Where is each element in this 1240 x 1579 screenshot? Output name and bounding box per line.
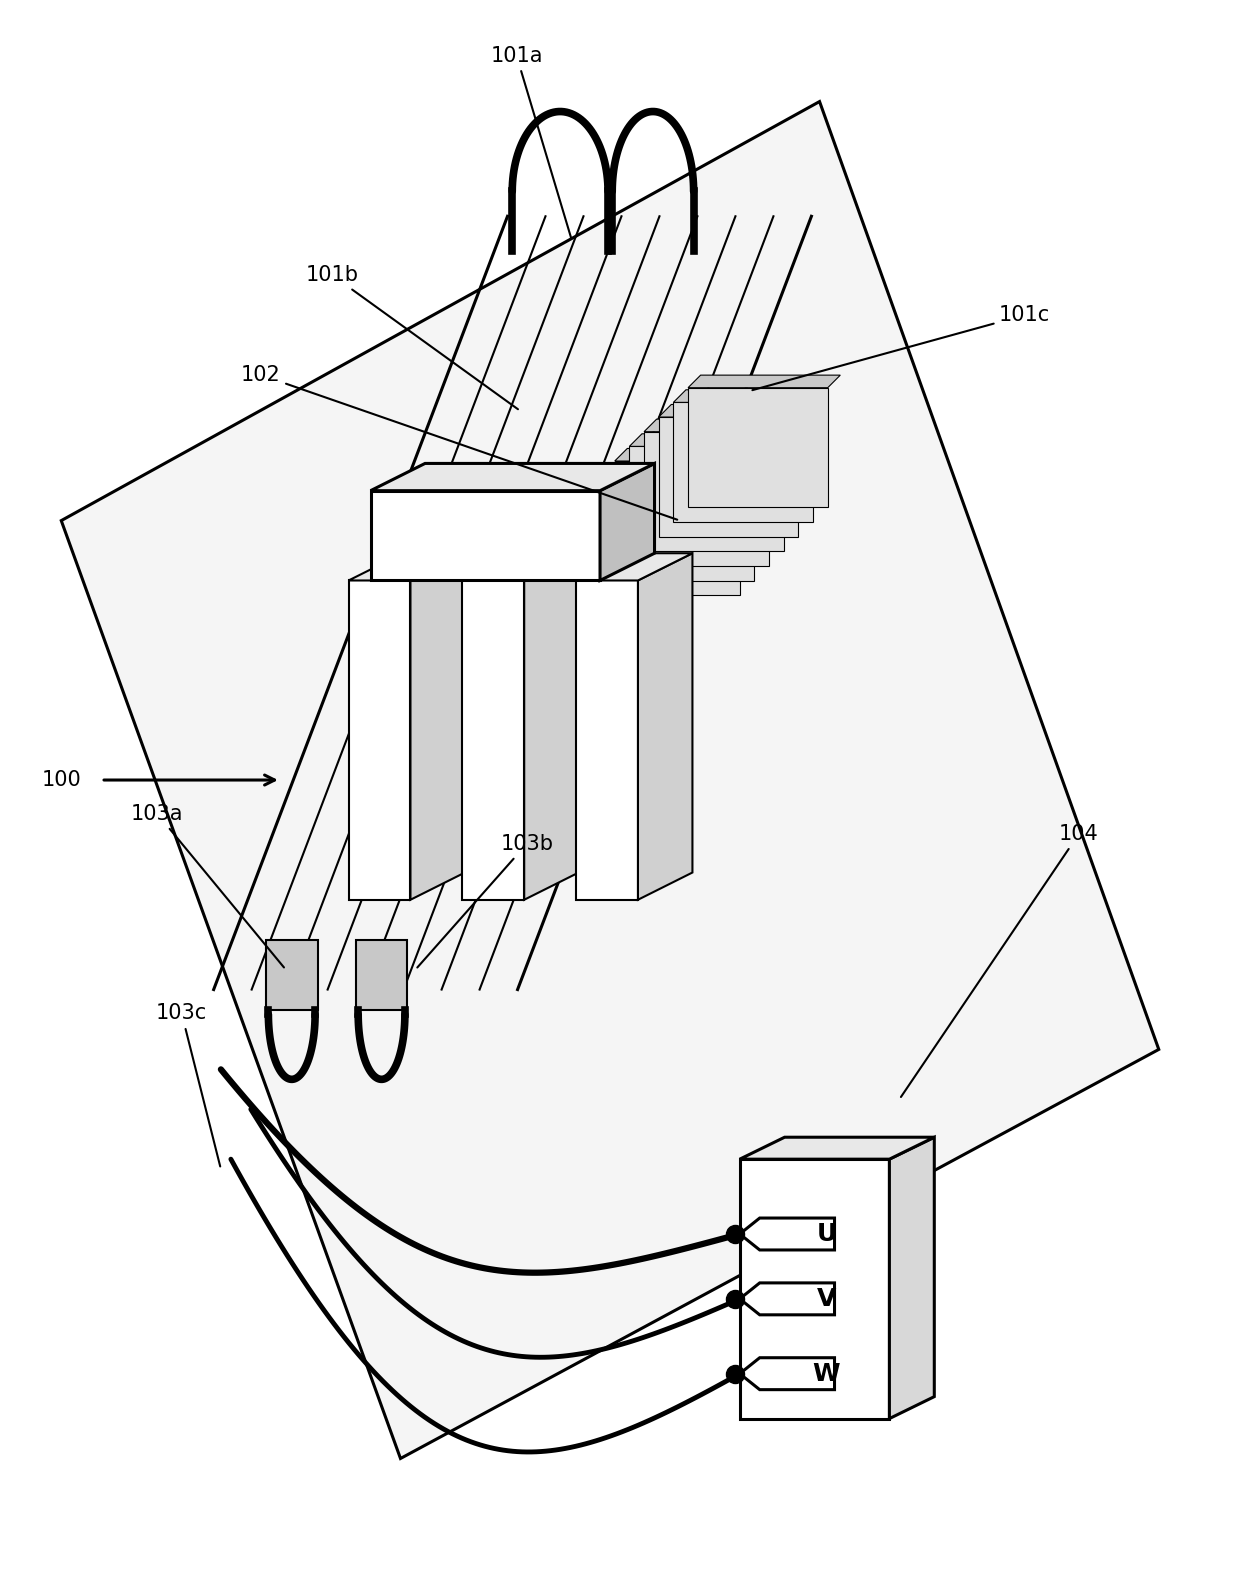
Polygon shape xyxy=(630,447,769,567)
Polygon shape xyxy=(658,404,811,417)
Text: 103c: 103c xyxy=(156,1004,221,1167)
Polygon shape xyxy=(615,461,754,581)
Polygon shape xyxy=(688,388,828,507)
Text: W: W xyxy=(812,1361,841,1386)
Polygon shape xyxy=(889,1137,934,1418)
Polygon shape xyxy=(61,101,1159,1459)
Polygon shape xyxy=(356,940,408,1009)
Text: V: V xyxy=(817,1287,836,1311)
Polygon shape xyxy=(740,1137,934,1159)
Polygon shape xyxy=(615,448,768,461)
Polygon shape xyxy=(600,475,740,595)
Text: U: U xyxy=(816,1222,837,1246)
Polygon shape xyxy=(577,553,692,581)
Polygon shape xyxy=(463,553,579,581)
Polygon shape xyxy=(637,553,692,900)
Polygon shape xyxy=(600,463,753,475)
Text: 100: 100 xyxy=(41,771,81,790)
Polygon shape xyxy=(410,553,465,900)
Polygon shape xyxy=(463,581,525,900)
Polygon shape xyxy=(740,1159,889,1418)
Polygon shape xyxy=(348,581,410,900)
Text: 103a: 103a xyxy=(131,804,284,968)
Text: 103b: 103b xyxy=(418,834,553,968)
Polygon shape xyxy=(265,940,317,1009)
Polygon shape xyxy=(348,553,465,581)
Polygon shape xyxy=(577,581,637,900)
Polygon shape xyxy=(525,553,579,900)
Polygon shape xyxy=(673,390,826,403)
Text: 101a: 101a xyxy=(490,46,572,238)
Polygon shape xyxy=(673,403,813,523)
Polygon shape xyxy=(630,434,781,447)
Polygon shape xyxy=(644,418,796,431)
Polygon shape xyxy=(371,491,600,581)
Polygon shape xyxy=(688,376,841,388)
Polygon shape xyxy=(644,431,784,551)
Text: 101c: 101c xyxy=(753,305,1050,390)
Text: 102: 102 xyxy=(241,365,677,519)
Text: 101b: 101b xyxy=(306,265,518,409)
Polygon shape xyxy=(740,1282,835,1315)
Polygon shape xyxy=(740,1358,835,1390)
Polygon shape xyxy=(658,417,799,537)
Text: 104: 104 xyxy=(901,824,1099,1097)
Polygon shape xyxy=(740,1217,835,1251)
Polygon shape xyxy=(371,463,655,491)
Polygon shape xyxy=(600,463,655,581)
